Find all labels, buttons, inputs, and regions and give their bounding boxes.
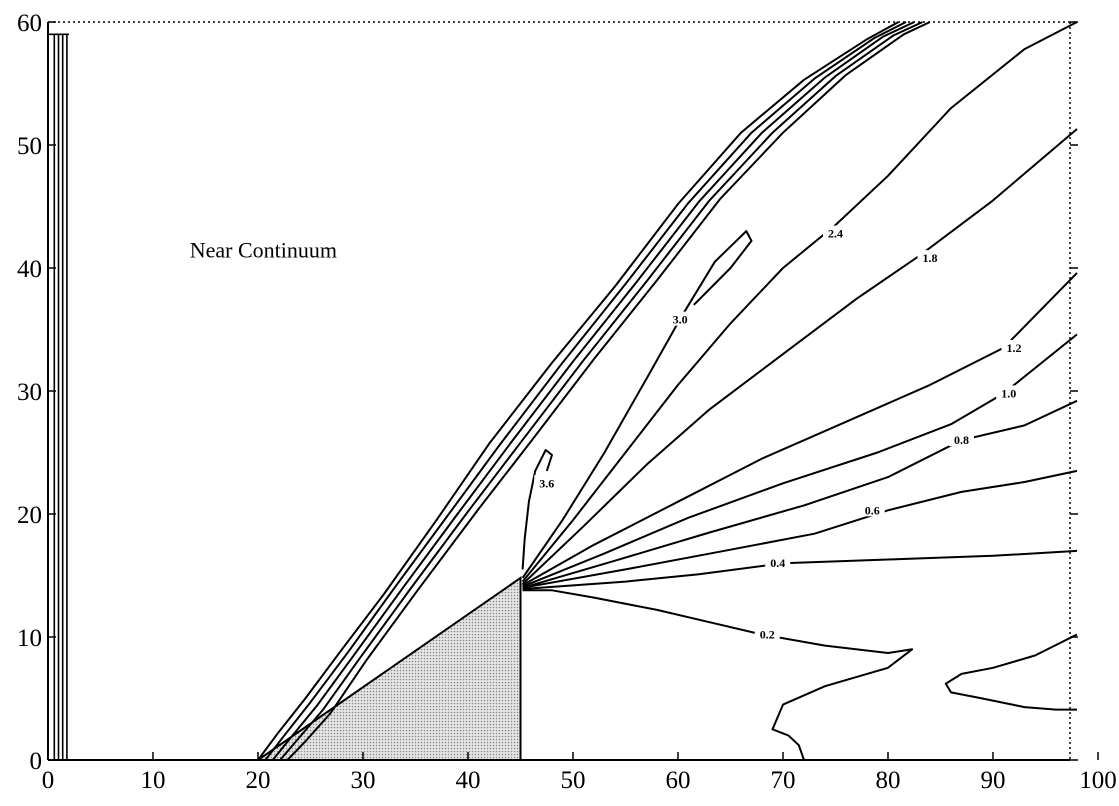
contour-label-1.0: 1.0	[1001, 386, 1016, 400]
contour-label-bg-3.0	[667, 311, 693, 326]
x-tick-label-100: 100	[1079, 767, 1117, 794]
contour-label-1.2: 1.2	[1007, 341, 1022, 355]
y-tick-label-40: 40	[17, 256, 42, 283]
contour-label-0.4: 0.4	[770, 556, 785, 570]
x-tick-label-70: 70	[771, 767, 796, 794]
contour-label-0.6: 0.6	[865, 503, 880, 517]
x-tick-label-40: 40	[456, 767, 481, 794]
contour-label-0.8: 0.8	[954, 433, 969, 447]
y-tick-label-0: 0	[30, 748, 43, 775]
x-tick-label-60: 60	[666, 767, 691, 794]
x-tick-label-80: 80	[876, 767, 901, 794]
contour-line-3.0	[521, 230, 753, 579]
wedge-body	[254, 576, 522, 761]
contour-label-0.2: 0.2	[760, 628, 775, 642]
contour-label-bg-0.4	[765, 555, 791, 570]
contour-label-bg-2.4	[823, 225, 848, 240]
body-layer	[254, 576, 522, 761]
y-tick-label-50: 50	[17, 133, 42, 160]
contour-label-1.8: 1.8	[923, 251, 938, 265]
contour-line-0.8	[522, 399, 1078, 589]
y-tick-label-10: 10	[17, 625, 42, 652]
contour-label-bg-1.8	[917, 250, 943, 265]
contour-label-3.6: 3.6	[539, 476, 554, 490]
contour-line-1.8	[521, 128, 1078, 585]
contour-line-3.6	[521, 449, 553, 570]
annotations: Near Continuum	[190, 238, 337, 263]
contour-labels: 3.6 3.0 2.4 1.8 1.2 1.0 0.8 0.6 0.4 0.2	[534, 225, 1027, 642]
contour-label-bg-3.6	[534, 475, 560, 490]
contour-line-13	[271, 21, 915, 761]
contour-line-1.0	[522, 333, 1078, 588]
x-tick-label-20: 20	[246, 767, 271, 794]
contour-label-3.0: 3.0	[673, 313, 688, 327]
contour-line-2.4	[521, 21, 1078, 583]
y-tick-label-20: 20	[17, 502, 42, 529]
contour-label-bg-0.6	[859, 502, 885, 517]
x-tick-label-10: 10	[141, 767, 166, 794]
axis-ticks: 0 10 20 30 40 50 60 70 80 90 100 0 10 20 30 40 50 60	[17, 10, 1117, 794]
y-tick-label-60: 60	[17, 10, 42, 37]
contour-line-0.6	[522, 469, 1078, 589]
y-tick-label-30: 30	[17, 379, 42, 406]
x-tick-label-30: 30	[351, 767, 376, 794]
contour-label-bg-0.8	[949, 432, 974, 447]
contour-label-bg-0.2	[754, 626, 780, 641]
contour-line-0.2	[522, 589, 914, 761]
x-tick-label-0: 0	[42, 767, 55, 794]
contour-line-14	[279, 21, 924, 761]
contour-line-12	[264, 21, 907, 761]
x-tick-label-90: 90	[981, 767, 1006, 794]
contour-line-11	[257, 21, 899, 761]
contour-label-2.4: 2.4	[828, 227, 843, 241]
contour-line-1.2	[522, 272, 1078, 587]
contour-lines	[257, 21, 1078, 761]
region-label-near-continuum: Near Continuum	[190, 238, 337, 263]
contour-line-0.4	[522, 549, 1078, 590]
contour-line-10	[944, 633, 1078, 711]
contour-label-bg-1.0	[996, 385, 1022, 400]
x-tick-label-50: 50	[561, 767, 586, 794]
contour-line-15	[286, 21, 931, 761]
contour-label-bg-1.2	[1001, 339, 1027, 354]
